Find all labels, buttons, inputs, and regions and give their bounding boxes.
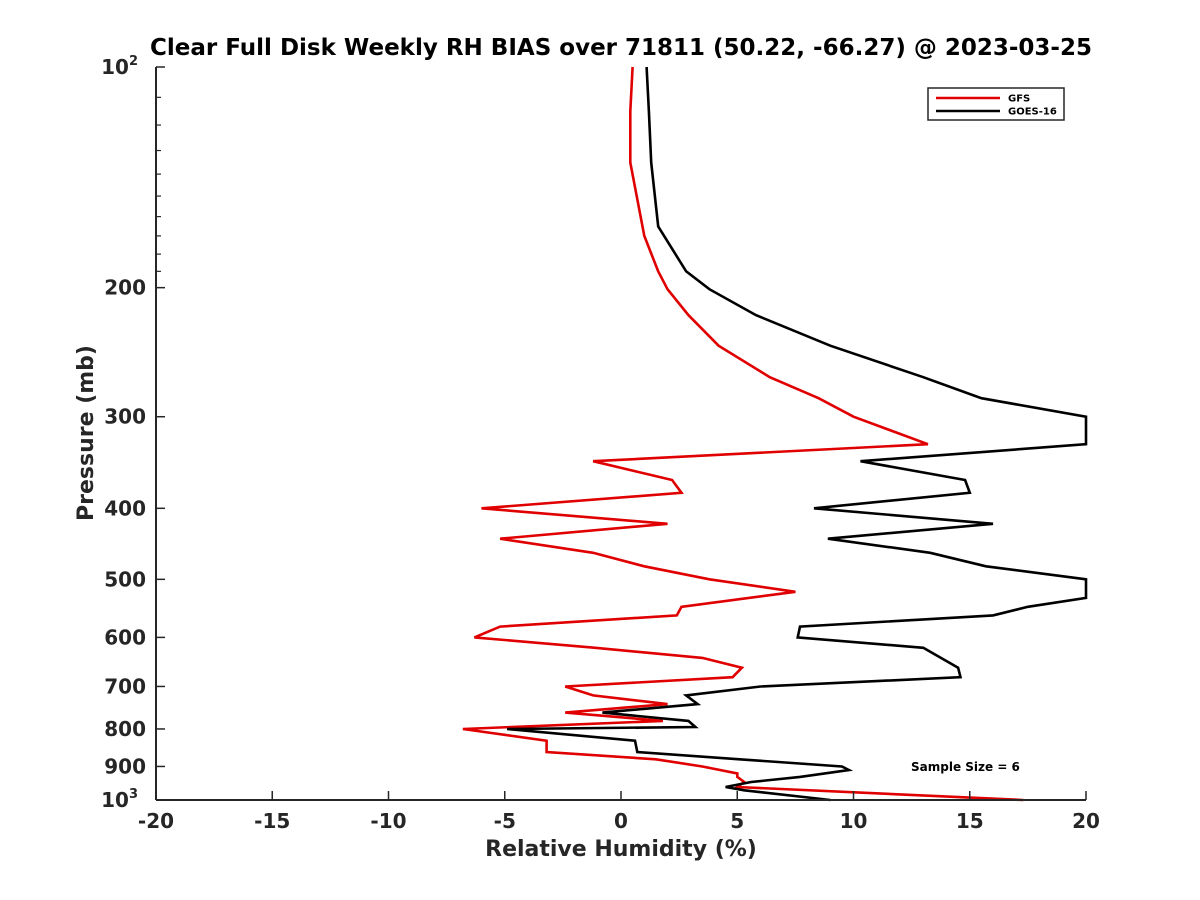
x-tick-label: -20 — [138, 809, 174, 833]
x-tick-label: -15 — [254, 809, 290, 833]
x-axis-ticks: -20 -15 -10 -5 0 5 10 15 20 — [138, 791, 1100, 833]
x-tick-label: 20 — [1072, 809, 1100, 833]
x-tick-label: -10 — [370, 809, 406, 833]
sample-size-annotation: Sample Size = 6 — [911, 760, 1020, 774]
y-tick-label: 300 — [104, 405, 146, 429]
series-line-goes16 — [506, 66, 1088, 802]
plot-area — [156, 67, 1086, 800]
x-tick-label: 10 — [840, 809, 868, 833]
x-tick-label: -5 — [494, 809, 516, 833]
x-axis-label: Relative Humidity (%) — [485, 837, 757, 862]
y-tick-label: 900 — [104, 754, 146, 778]
legend-label-goes16: GOES-16 — [1008, 107, 1057, 118]
y-tick-label: 700 — [104, 674, 146, 698]
legend: GFS GOES-16 — [927, 87, 1065, 121]
series-line-gfs — [462, 66, 1024, 802]
y-tick-label: 400 — [104, 496, 146, 520]
y-axis-label: Pressure (mb) — [74, 345, 99, 521]
y-tick-label: 600 — [104, 625, 146, 649]
chart-title: Clear Full Disk Weekly RH BIAS over 7181… — [150, 35, 1092, 61]
x-tick-label: 15 — [956, 809, 984, 833]
legend-box — [927, 87, 1065, 121]
x-tick-label: 5 — [730, 809, 744, 833]
series-layer — [462, 66, 1088, 802]
x-tick-label: 0 — [614, 809, 628, 833]
axes-background — [156, 67, 1086, 800]
y-tick-label: 200 — [104, 276, 146, 300]
legend-label-gfs: GFS — [1008, 94, 1030, 105]
y-tick-label: 500 — [104, 567, 146, 591]
y-tick-label: 800 — [104, 717, 146, 741]
